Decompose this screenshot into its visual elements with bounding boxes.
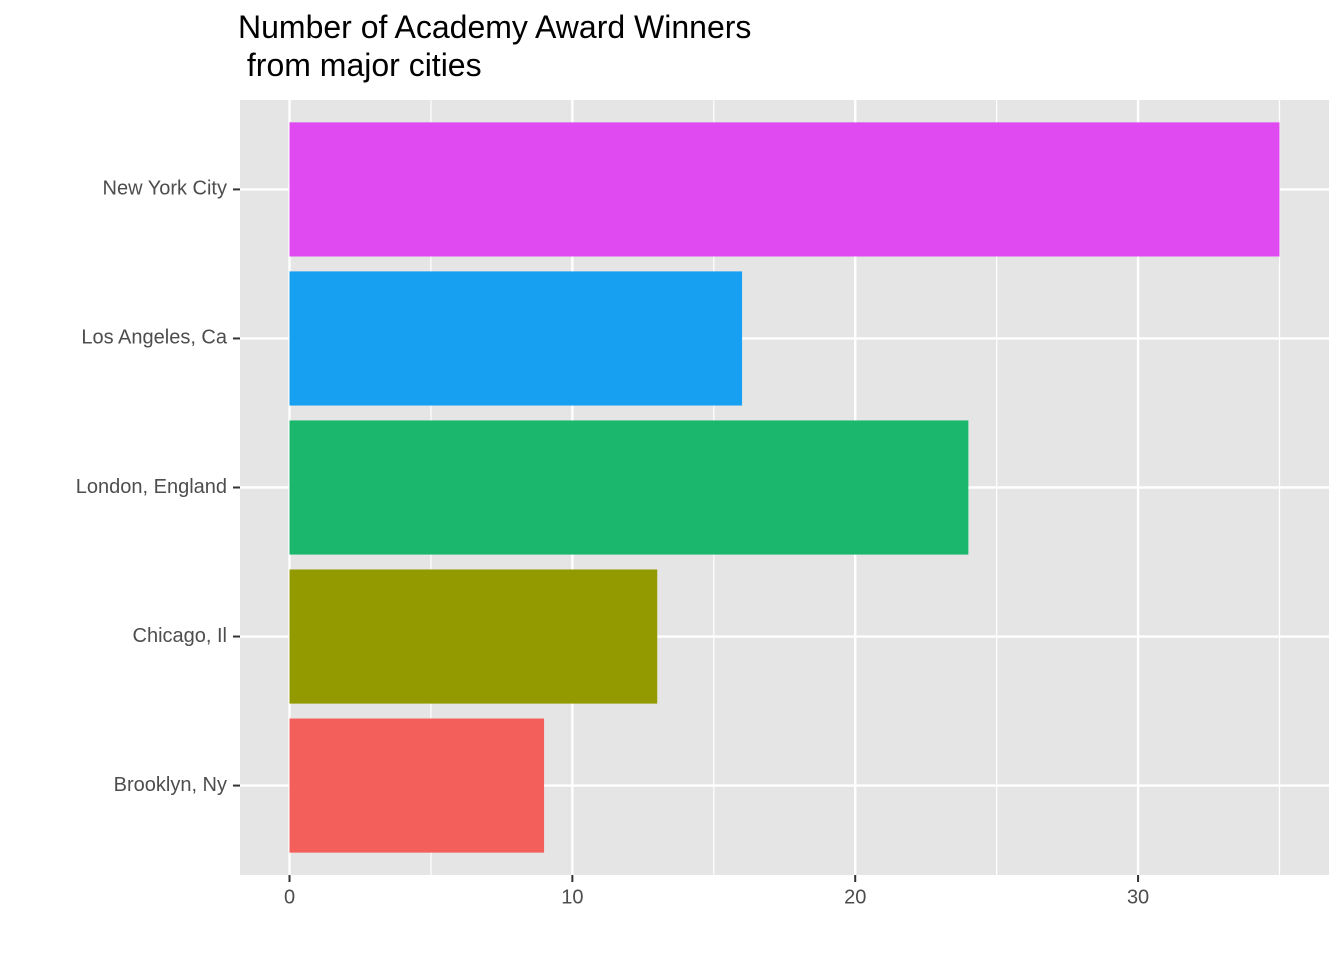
bar xyxy=(289,271,743,406)
bar xyxy=(289,122,1280,257)
y-tick-label: London, England xyxy=(76,476,227,498)
x-tick-label: 20 xyxy=(844,886,866,908)
bar xyxy=(289,718,545,853)
chart-title: Number of Academy Award Winners from maj… xyxy=(238,9,752,83)
x-tick-label: 10 xyxy=(561,886,583,908)
y-tick-label: New York City xyxy=(103,178,228,200)
bar xyxy=(289,420,969,555)
y-tick-label: Los Angeles, Ca xyxy=(81,327,228,349)
y-tick-label: Chicago, Il xyxy=(133,625,228,647)
x-tick-label: 30 xyxy=(1127,886,1149,908)
bar xyxy=(289,569,658,704)
y-tick-label: Brooklyn, Ny xyxy=(114,774,227,796)
x-tick-label: 0 xyxy=(284,886,295,908)
